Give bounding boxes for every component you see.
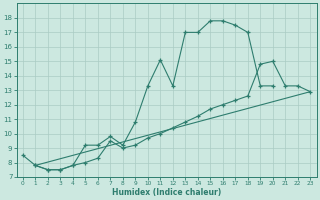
X-axis label: Humidex (Indice chaleur): Humidex (Indice chaleur) bbox=[112, 188, 221, 197]
